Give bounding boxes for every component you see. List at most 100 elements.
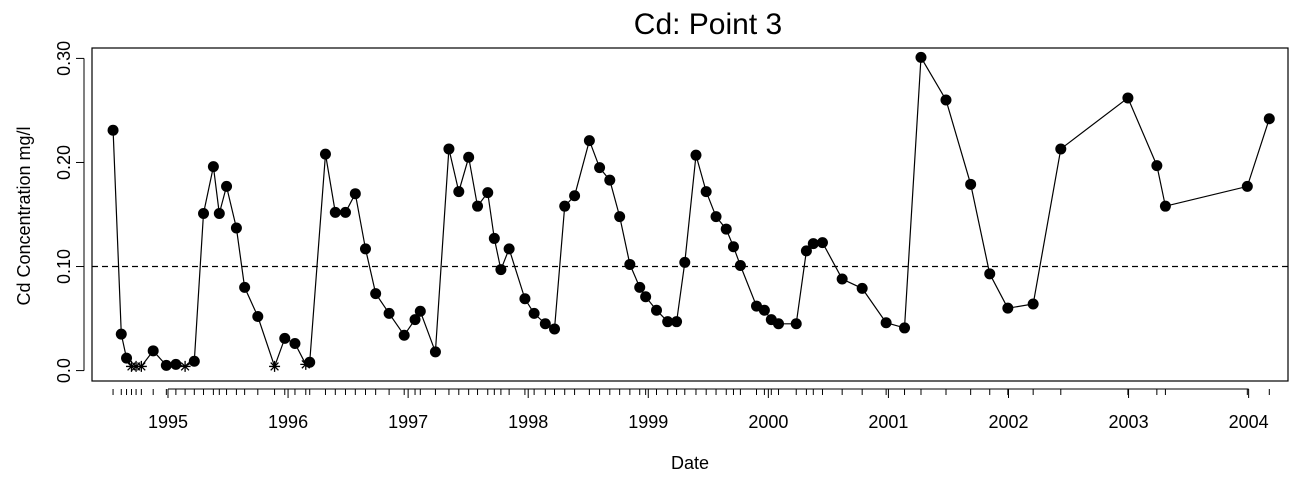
data-point (679, 256, 691, 268)
data-point (671, 316, 683, 328)
data-point (915, 51, 927, 63)
data-point (383, 307, 395, 319)
nondetect-point (135, 360, 147, 372)
data-point (319, 148, 331, 160)
x-tick-label: 1996 (268, 412, 308, 432)
data-point (758, 304, 770, 316)
x-axis-label: Date (671, 453, 709, 473)
data-point (213, 207, 225, 219)
data-point (940, 94, 952, 106)
data-point (339, 206, 351, 218)
data-point (1159, 200, 1171, 212)
x-tick-label: 1997 (388, 412, 428, 432)
data-point (453, 186, 465, 198)
data-point (495, 264, 507, 276)
data-point (690, 149, 702, 161)
x-tick-label: 2003 (1109, 412, 1149, 432)
data-point (289, 338, 301, 350)
data-point (349, 188, 361, 200)
data-point (965, 178, 977, 190)
data-point (279, 332, 291, 344)
x-tick-label: 2000 (748, 412, 788, 432)
data-point (700, 186, 712, 198)
data-point (662, 316, 674, 328)
data-point (727, 241, 739, 253)
data-point (170, 358, 182, 370)
data-point (734, 259, 746, 271)
plot-frame (91, 47, 1289, 382)
data-point (836, 273, 848, 285)
data-point (370, 288, 382, 300)
data-point (1151, 160, 1163, 172)
data-point (773, 318, 785, 330)
y-tick-label: 0.20 (54, 145, 74, 180)
data-point (559, 200, 571, 212)
nondetect-point (179, 360, 191, 372)
data-point (252, 310, 264, 322)
data-point (549, 323, 561, 335)
data-point (463, 151, 475, 163)
data-point (984, 268, 996, 280)
data-point (198, 207, 210, 219)
data-point (207, 161, 219, 173)
data-point (398, 329, 410, 341)
data-point (1055, 143, 1067, 155)
data-point (221, 180, 233, 192)
data-point (790, 318, 802, 330)
data-point (528, 307, 540, 319)
data-point (160, 359, 172, 371)
data-point (107, 124, 119, 136)
data-point (624, 258, 636, 270)
data-point (710, 211, 722, 223)
data-point (482, 187, 494, 199)
x-tick-label: 1995 (148, 412, 188, 432)
data-point (1122, 92, 1134, 104)
data-point (414, 305, 426, 317)
data-point (429, 346, 441, 358)
data-point (359, 243, 371, 255)
axes: 1995 1996 1997 1998 1999 2000 2001 2002 2003 2004… (54, 41, 1270, 432)
data-point (147, 345, 159, 357)
data-point (1027, 298, 1039, 310)
data-point (569, 190, 581, 202)
y-tick-label: 0.10 (54, 249, 74, 284)
data-point (488, 232, 500, 244)
data-point (807, 238, 819, 250)
data-point (604, 174, 616, 186)
y-tick-label: 0.30 (54, 41, 74, 76)
data-point (1263, 113, 1275, 125)
data-point (583, 135, 595, 147)
data-point (720, 223, 732, 235)
data-point (650, 304, 662, 316)
chart-title: Cd: Point 3 (634, 8, 782, 41)
y-tick-label: 0.0 (54, 358, 74, 383)
data-point (899, 322, 911, 334)
data-point (880, 317, 892, 329)
data-point (472, 200, 484, 212)
data-point (409, 314, 421, 326)
x-tick-label: 2004 (1229, 412, 1269, 432)
x-tick-label: 1999 (628, 412, 668, 432)
x-tick-label: 2001 (868, 412, 908, 432)
y-axis-label: Cd Concentration mg/l (14, 126, 34, 305)
series-line (112, 55, 1270, 369)
data-point (1002, 302, 1014, 314)
data-point (443, 143, 455, 155)
data-point (121, 352, 133, 364)
data-point (239, 281, 251, 293)
x-tick-label: 1998 (508, 412, 548, 432)
data-point (614, 211, 626, 223)
data-point (230, 222, 242, 234)
data-point (304, 356, 316, 368)
nondetect-point (269, 360, 281, 372)
data-point (640, 291, 652, 303)
data-point (519, 293, 531, 305)
data-point (539, 318, 551, 330)
data-point (1241, 180, 1253, 192)
x-tick-label: 2002 (988, 412, 1028, 432)
data-point (329, 206, 341, 218)
data-point (188, 355, 200, 367)
plot-area (92, 51, 1288, 372)
data-point (856, 282, 868, 294)
